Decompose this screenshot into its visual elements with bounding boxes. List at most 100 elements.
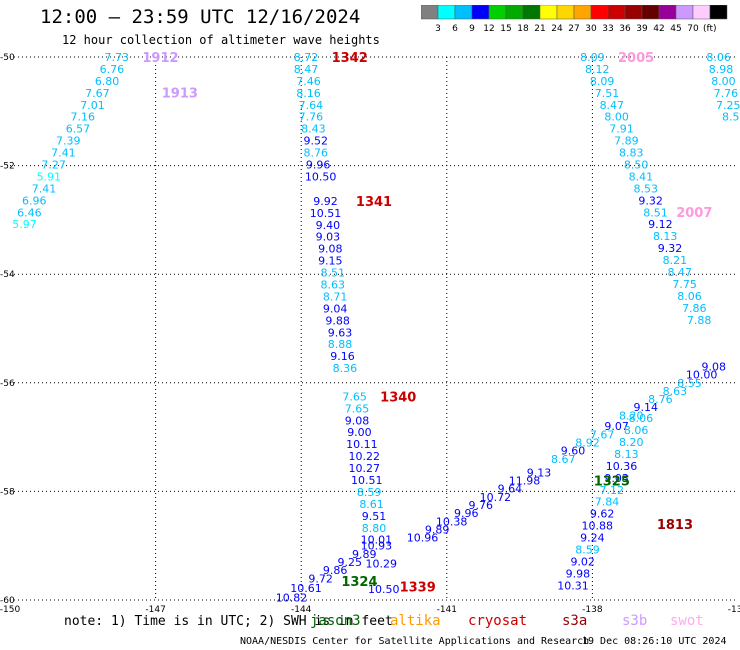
wave-height-point: 7.76 — [714, 87, 739, 100]
wave-height-point: 6.76 — [100, 63, 125, 76]
wave-height-point: 8.12 — [585, 63, 610, 76]
pass-number-label: 1341 — [356, 195, 392, 210]
wave-height-point: 8.20 — [619, 436, 644, 449]
wave-height-point: 8.59 — [575, 544, 600, 557]
wave-height-point: 9.03 — [604, 472, 629, 485]
footer-note: note: 1) Time is in UTC; 2) SWH is in fe… — [64, 614, 393, 629]
wave-height-point: 8.13 — [653, 230, 678, 243]
wave-height-point: 7.25 — [716, 99, 740, 112]
wave-height-point: 10.51 — [351, 474, 383, 487]
y-tick-label: -52 — [0, 162, 15, 172]
wave-height-point: 8.36 — [333, 362, 358, 375]
wave-height-point: 8.59 — [357, 486, 382, 499]
wave-height-point: 9.62 — [590, 508, 615, 521]
colorbar-label: 21 — [534, 24, 545, 34]
wave-height-point: 7.89 — [614, 135, 639, 148]
wave-height-point: 8.92 — [575, 437, 600, 450]
wave-height-point: 6.96 — [22, 194, 47, 207]
wave-height-point: 7.67 — [85, 87, 110, 100]
wave-height-point: 9.03 — [316, 231, 341, 244]
x-tick-label: -147 — [145, 605, 165, 612]
wave-height-point: 10.31 — [557, 579, 589, 592]
wave-height-point: 7.46 — [296, 75, 321, 88]
colorbar-label: 18 — [517, 24, 529, 34]
wave-height-point: 9.32 — [658, 242, 683, 255]
x-tick-label: -138 — [582, 605, 603, 612]
pass-number-label: 1325 — [594, 475, 630, 490]
satellite-legend-s3a: s3a — [562, 613, 588, 629]
wave-height-point: 9.89 — [425, 523, 450, 536]
wave-height-point: 9.14 — [634, 401, 659, 414]
pass-number-label: 1340 — [380, 390, 416, 405]
wave-height-point: 7.86 — [682, 302, 707, 315]
wave-height-point: 8.47 — [294, 63, 319, 76]
wave-height-point: 8.20 — [619, 409, 644, 422]
wave-height-point: 7.27 — [41, 159, 66, 172]
pass-number-label: 1813 — [657, 518, 693, 533]
wave-height-point: 8.06 — [624, 424, 649, 437]
wave-height-point: 8.21 — [663, 254, 688, 267]
wave-height-point: 8.51 — [320, 267, 345, 280]
wave-height-point: 8.47 — [668, 266, 693, 279]
wave-height-point: 8.72 — [294, 51, 319, 64]
wave-height-point: 7.76 — [299, 111, 324, 124]
wave-height-point: 7.16 — [71, 111, 96, 124]
wave-height-point: 8.83 — [619, 147, 644, 160]
wave-height-point: 9.25 — [337, 556, 362, 569]
wave-height-point: 6.46 — [17, 206, 42, 219]
wave-height-point: 9.88 — [325, 314, 350, 327]
colorbar-label: 70 — [687, 24, 699, 34]
x-tick-label: -141 — [437, 605, 457, 612]
colorbar-label: 39 — [636, 24, 648, 34]
wave-height-point: 9.16 — [330, 350, 355, 363]
x-tick-label: -150 — [0, 605, 20, 612]
wave-height-point: 8.13 — [614, 448, 639, 461]
wave-height-point: 7.65 — [342, 390, 367, 403]
colorbar-label: 24 — [551, 24, 563, 34]
wave-height-point: 8.63 — [320, 279, 345, 292]
wave-height-point: 7.41 — [32, 182, 57, 195]
colorbar-label: 6 — [452, 24, 458, 34]
wave-height-point: 7.73 — [105, 51, 130, 64]
y-tick-label: -60 — [0, 596, 15, 606]
colorbar-label: 15 — [500, 24, 511, 34]
pass-number-label: 1339 — [400, 580, 436, 595]
wave-height-point: 9.72 — [308, 572, 333, 585]
wave-height-point: 9.40 — [316, 219, 341, 232]
wave-height-point: 7.84 — [595, 496, 620, 509]
wave-height-point: 8.47 — [600, 99, 625, 112]
footer-generated-time: 19 Dec 08:26:10 UTC 2024 — [582, 636, 727, 647]
wave-height-point: 8.53 — [634, 182, 659, 195]
y-tick-label: -54 — [0, 270, 15, 280]
wave-height-point: 11.98 — [509, 475, 541, 488]
wave-height-point: 7.65 — [345, 402, 370, 415]
y-tick-label: -50 — [0, 53, 15, 63]
y-tick-label: -56 — [0, 379, 15, 389]
data-points: 7.736.766.807.677.017.166.577.397.417.27… — [12, 51, 740, 602]
wave-height-point: 9.24 — [580, 532, 605, 545]
wave-height-point: 8.98 — [709, 63, 734, 76]
wave-height-point: 8.41 — [629, 170, 654, 183]
wave-height-point: 10.27 — [349, 462, 381, 475]
wave-height-point: 9.60 — [561, 445, 586, 458]
wave-height-point: 10.96 — [407, 532, 439, 545]
colorbar-label: 9 — [469, 24, 475, 34]
wave-height-point: 6.57 — [66, 123, 91, 136]
wave-height-point: 10.00 — [686, 369, 718, 382]
wave-height-point: 8.76 — [304, 147, 329, 160]
wave-height-point: 7.64 — [299, 99, 324, 112]
page-title: 12:00 – 23:59 UTC 12/16/2024 — [40, 6, 361, 28]
wave-height-point: 8.00 — [711, 75, 736, 88]
wave-height-point: 9.63 — [328, 326, 353, 339]
wave-height-point: 9.07 — [604, 420, 629, 433]
pass-number-label: 1912 — [142, 51, 178, 66]
wave-height-point: 8.67 — [551, 453, 576, 466]
wave-height-point: 5.91 — [37, 170, 62, 183]
wave-height-point: 10.61 — [290, 582, 322, 595]
wave-height-point: 10.36 — [606, 460, 638, 473]
wave-height-point: 9.52 — [304, 135, 329, 148]
wave-height-point: 10.50 — [305, 170, 337, 183]
wave-height-point: 8.88 — [328, 338, 353, 351]
wave-height-point: 9.86 — [323, 564, 348, 577]
pass-labels: 1912 1913 1342 1341 1340 1339 1324 1325 1813 2005… — [142, 51, 712, 595]
